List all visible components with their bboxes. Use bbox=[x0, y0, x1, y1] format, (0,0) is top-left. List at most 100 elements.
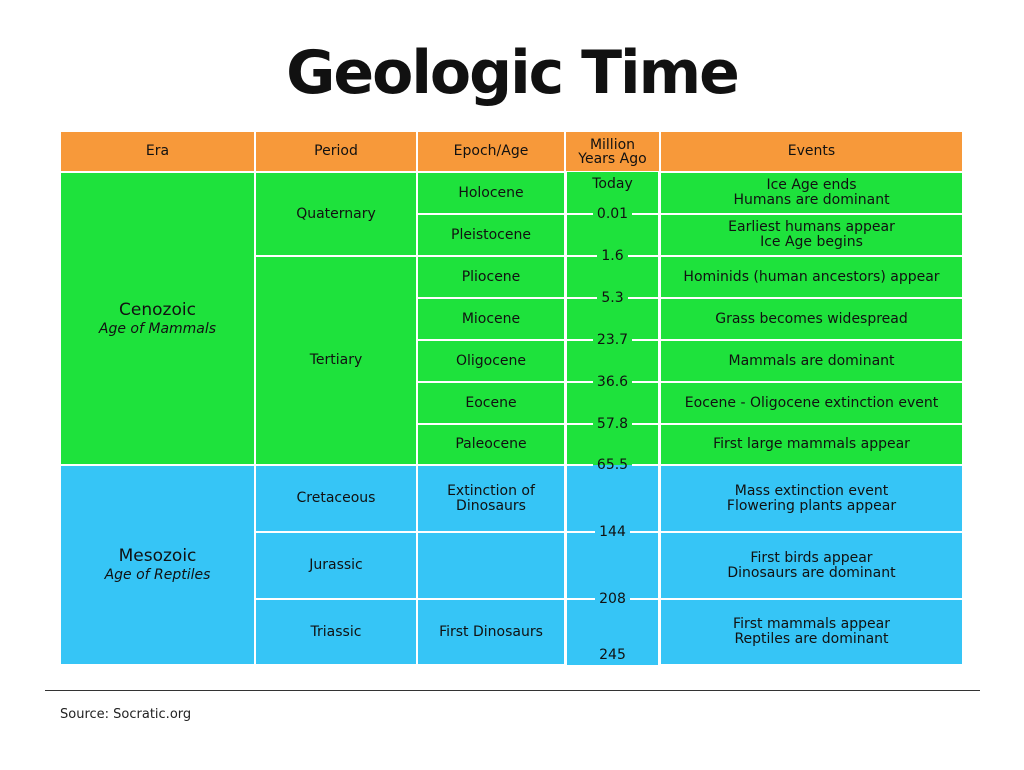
era-subtitle: Age of Mammals bbox=[98, 320, 217, 337]
mya-value: 144 bbox=[599, 524, 626, 540]
mya-label: 245 bbox=[567, 647, 658, 663]
event-line: Reptiles are dominant bbox=[734, 631, 889, 647]
mya-value: 36.6 bbox=[596, 374, 629, 390]
tick-line bbox=[567, 213, 593, 215]
mya-label: 5.3 bbox=[567, 290, 659, 306]
mya-value: 208 bbox=[599, 591, 626, 607]
mya-value: 57.8 bbox=[596, 416, 629, 432]
event-line: Eocene - Oligocene extinction event bbox=[684, 394, 939, 411]
tick-line bbox=[627, 297, 659, 299]
mya-cell bbox=[565, 599, 660, 665]
epoch-name: Miocene bbox=[461, 310, 521, 327]
header-cell: Era bbox=[60, 131, 255, 172]
epoch-cell bbox=[417, 532, 565, 599]
header-cell: Epoch/Age bbox=[417, 131, 565, 172]
epoch-name: Pleistocene bbox=[451, 226, 531, 243]
event-line: Dinosaurs are dominant bbox=[727, 564, 896, 581]
tick-line bbox=[629, 531, 659, 533]
mya-label: Today bbox=[567, 176, 658, 192]
divider bbox=[45, 690, 980, 691]
event-cell: First mammals appear Reptiles are dominan… bbox=[660, 599, 963, 665]
epoch-cell: Pliocene bbox=[417, 256, 565, 298]
event-cell: Eocene - Oligocene extinction event bbox=[660, 382, 963, 424]
event-line: First large mammals appear bbox=[713, 436, 910, 452]
event-cell: Earliest humans appear Ice Age begins bbox=[660, 214, 963, 256]
event-cell: First large mammals appear bbox=[660, 424, 963, 465]
event-line: Mass extinction event bbox=[734, 482, 889, 499]
mya-value: Today bbox=[592, 176, 633, 192]
era-subtitle: Age of Reptiles bbox=[104, 567, 211, 583]
period-cell: Tertiary bbox=[255, 256, 417, 465]
event-line: First birds appear bbox=[750, 549, 873, 566]
period-cell: Cretaceous bbox=[255, 465, 417, 532]
mya-value: 5.3 bbox=[601, 290, 624, 306]
tick-line bbox=[567, 598, 596, 600]
header-text: Events bbox=[787, 143, 836, 159]
mya-cell bbox=[565, 256, 660, 298]
event-line: Ice Age begins bbox=[760, 234, 863, 250]
mya-label: 23.7 bbox=[567, 332, 659, 348]
epoch-cell: First Dinosaurs bbox=[417, 599, 565, 665]
mya-label: 65.5 bbox=[567, 457, 659, 473]
tick-line bbox=[632, 213, 659, 215]
header-cell: Million Years Ago bbox=[565, 131, 660, 172]
tick-line bbox=[632, 423, 659, 425]
era-name: Cenozoic bbox=[119, 299, 196, 320]
tick-line bbox=[567, 464, 593, 466]
period-name: Cretaceous bbox=[296, 490, 376, 506]
period-name: Jurassic bbox=[309, 557, 363, 573]
tick-line bbox=[627, 255, 659, 257]
tick-line bbox=[567, 255, 598, 257]
event-line: Earliest humans appear bbox=[728, 219, 895, 235]
tick-line bbox=[567, 531, 596, 533]
event-line: Flowering plants appear bbox=[726, 497, 897, 514]
header-text: Epoch/Age bbox=[453, 143, 529, 159]
event-line: First mammals appear bbox=[733, 616, 890, 632]
epoch-name: Eocene bbox=[465, 394, 517, 411]
epoch-name: Holocene bbox=[458, 184, 524, 201]
mya-label: 1.6 bbox=[567, 248, 659, 264]
epoch-cell: Extinction of Dinosaurs bbox=[417, 465, 565, 532]
epoch-cell: Holocene bbox=[417, 172, 565, 214]
title: Geologic Time bbox=[286, 38, 740, 108]
epoch-cell: Paleocene bbox=[417, 424, 565, 465]
mya-cell bbox=[565, 424, 660, 465]
mya-value: 1.6 bbox=[601, 248, 624, 264]
mya-label: 57.8 bbox=[567, 416, 659, 432]
mya-value: 245 bbox=[599, 647, 626, 663]
mya-label: 36.6 bbox=[567, 374, 659, 390]
mya-cell bbox=[565, 214, 660, 256]
mya-cell bbox=[565, 465, 660, 532]
header-text: Era bbox=[145, 143, 170, 159]
period-name: Quaternary bbox=[296, 205, 376, 222]
mya-cell bbox=[565, 298, 660, 340]
tick-line bbox=[632, 381, 659, 383]
period-cell: Jurassic bbox=[255, 532, 417, 599]
mya-cell bbox=[565, 172, 660, 214]
event-cell: Mass extinction event Flowering plants ap… bbox=[660, 465, 963, 532]
mya-value: 65.5 bbox=[596, 457, 629, 473]
tick-line bbox=[567, 423, 593, 425]
period-cell: Triassic bbox=[255, 599, 417, 665]
mya-label: 208 bbox=[567, 591, 659, 607]
period-name: Tertiary bbox=[309, 352, 363, 368]
tick-line bbox=[567, 297, 598, 299]
event-line: Ice Age ends bbox=[766, 177, 857, 193]
era-name: Mesozoic bbox=[118, 546, 197, 566]
mya-value: 23.7 bbox=[596, 332, 629, 348]
mya-label: 0.01 bbox=[567, 206, 659, 222]
event-cell: Mammals are dominant bbox=[660, 340, 963, 382]
header-text: Period bbox=[314, 143, 358, 159]
tick-line bbox=[567, 381, 593, 383]
event-line: Mammals are dominant bbox=[728, 352, 895, 369]
source: Source: Socratic.org bbox=[60, 707, 192, 722]
epoch-name: Paleocene bbox=[455, 436, 527, 452]
epoch-cell: Miocene bbox=[417, 298, 565, 340]
epoch-cell: Pleistocene bbox=[417, 214, 565, 256]
epoch-cell: Eocene bbox=[417, 382, 565, 424]
epoch-cell: Oligocene bbox=[417, 340, 565, 382]
event-cell: Grass becomes widespread bbox=[660, 298, 963, 340]
tick-line bbox=[632, 464, 659, 466]
mya-cell bbox=[565, 532, 660, 599]
